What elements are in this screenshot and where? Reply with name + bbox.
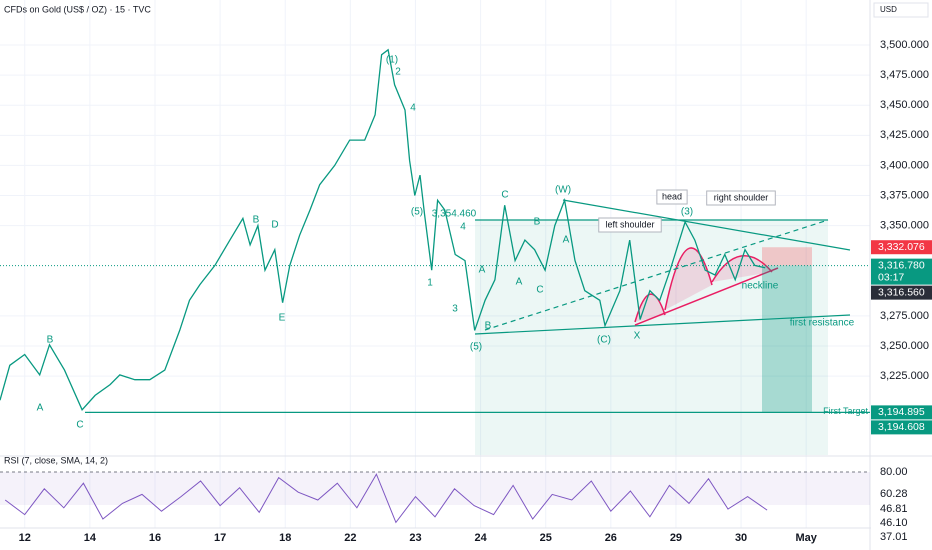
wave-label: 4	[460, 222, 466, 233]
x-tick-label: 16	[149, 532, 161, 544]
head-shoulders	[634, 247, 773, 323]
rsi-label-box	[871, 487, 932, 502]
rsi-title: RSI (7, close, SMA, 14, 2)	[4, 455, 108, 465]
label-box	[706, 190, 776, 206]
x-tick-label: 25	[540, 532, 552, 544]
wave-label: A	[37, 403, 44, 414]
wave-label: (1)	[386, 55, 398, 66]
label-box	[598, 217, 662, 233]
wave-label: D	[271, 220, 278, 231]
wave-label: 2	[395, 67, 401, 78]
wave-label: left shoulder	[605, 219, 654, 229]
stop-zone	[762, 247, 812, 266]
x-tick-label: 26	[605, 532, 617, 544]
y-tick-label: 3,450.000	[880, 99, 929, 111]
wave-label: neckline	[742, 281, 779, 292]
wave-label: 4	[410, 103, 416, 114]
wave-label: A	[479, 265, 486, 276]
rsi-label-box	[871, 516, 932, 531]
y-tick-label: 3,250.000	[880, 340, 929, 352]
wave-label: B	[253, 215, 260, 226]
price-label-box	[871, 420, 932, 435]
trend-dashed	[484, 219, 829, 331]
wave-label: head	[662, 191, 682, 201]
x-tick-label: 14	[84, 532, 97, 544]
x-tick-label: May	[795, 532, 817, 544]
wave-label: 1	[427, 278, 433, 289]
x-tick-label: 23	[409, 532, 421, 544]
rsi-tick-label: 80.00	[880, 466, 908, 478]
wave-label: (W)	[555, 185, 571, 196]
y-tick-label: 3,425.000	[880, 129, 929, 141]
price-line	[4, 473, 768, 524]
y-tick-label: 3,500.000	[880, 39, 929, 51]
wave-label: first resistance	[790, 318, 855, 329]
rsi-band	[0, 472, 870, 505]
wave-label: C	[536, 285, 543, 296]
target-label: First Target	[823, 406, 868, 416]
wave-label: (C)	[597, 335, 611, 346]
price-label: 3,316.780	[878, 259, 925, 271]
range-zone	[475, 220, 828, 455]
price-label-box	[871, 285, 932, 300]
rsi-label: 46.81	[880, 503, 908, 515]
y-tick-label: 3,375.000	[880, 189, 929, 201]
wave-label: (3)	[681, 207, 693, 218]
x-tick-label: 17	[214, 532, 226, 544]
price-label-box	[871, 258, 932, 285]
rsi-label: 60.28	[880, 488, 908, 500]
wave-label: C	[76, 420, 83, 431]
triangle-upper	[562, 199, 851, 251]
y-tick-label: 3,225.000	[880, 370, 929, 382]
symbol-title: CFDs on Gold (US$ / OZ) · 15 · TVC	[4, 4, 151, 14]
wave-label: B	[47, 335, 54, 346]
x-tick-label: 30	[735, 532, 747, 544]
x-tick-label: 22	[344, 532, 356, 544]
price-label-box	[871, 240, 932, 255]
x-tick-label: 18	[279, 532, 291, 544]
rsi-label-box	[871, 530, 932, 545]
price-line	[0, 48, 766, 411]
x-tick-label: 24	[474, 532, 487, 544]
wave-label: B	[485, 321, 492, 332]
wave-label: right shoulder	[714, 192, 769, 202]
y-tick-label: 3,475.000	[880, 69, 929, 81]
triangle-lower	[474, 314, 851, 335]
price-label: 3,332.076	[878, 241, 925, 253]
rsi-label: 46.10	[880, 517, 908, 529]
wave-label: 3,354.460	[432, 209, 477, 220]
rsi-label: 37.01	[880, 531, 908, 543]
countdown: 03:17	[878, 271, 904, 283]
wave-label: X	[634, 331, 641, 342]
price-label-box	[871, 405, 932, 420]
y-tick-label: 3,350.000	[880, 220, 929, 232]
wave-label: C	[501, 190, 508, 201]
unit-box	[873, 2, 929, 18]
y-tick-label: 3,275.000	[880, 310, 929, 322]
price-label: 3,194.895	[878, 406, 925, 418]
wave-label: A	[516, 277, 523, 288]
wave-label: 3	[452, 304, 458, 315]
wave-label: A	[563, 235, 570, 246]
x-tick-label: 29	[670, 532, 682, 544]
wave-label: E	[279, 313, 286, 324]
rsi-label-box	[871, 502, 932, 517]
neckline	[634, 267, 779, 326]
y-tick-label: 3,400.000	[880, 159, 929, 171]
label-box	[656, 189, 688, 205]
price-label: 3,316.560	[878, 286, 925, 298]
price-label: 3,194.608	[878, 421, 925, 433]
x-tick-label: 12	[19, 532, 31, 544]
unit-label: USD	[880, 5, 897, 14]
target-zone	[762, 265, 812, 413]
wave-label: B	[534, 217, 541, 228]
wave-label: (5)	[470, 342, 482, 353]
wave-label: (5)	[411, 207, 423, 218]
